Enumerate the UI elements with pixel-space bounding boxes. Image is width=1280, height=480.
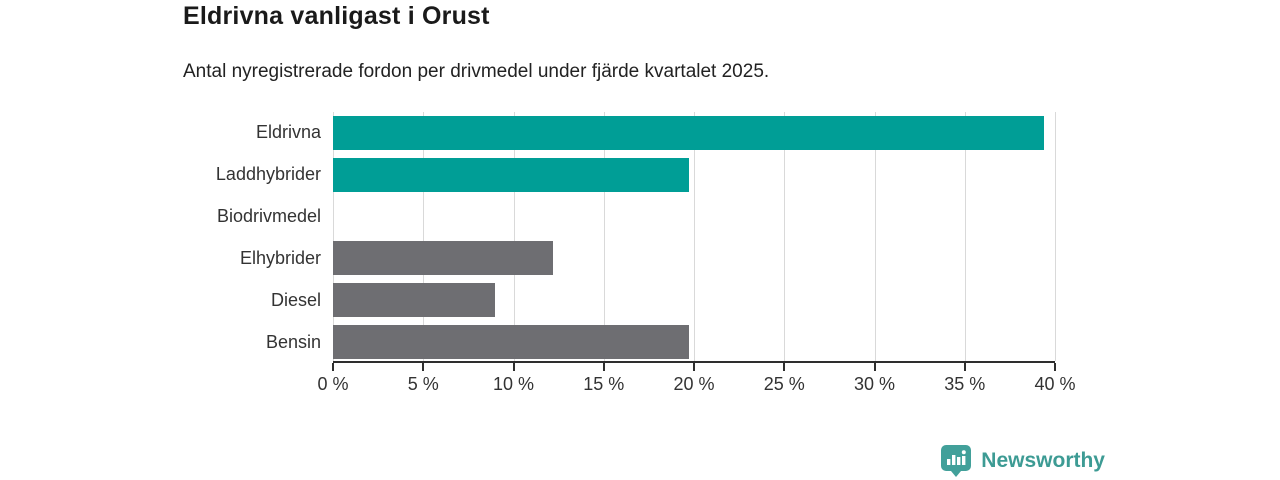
category-label-biodrivmedel: Biodrivmedel (216, 206, 321, 227)
x-axis-tick (512, 363, 515, 371)
gridline (964, 112, 966, 361)
x-axis-tick (693, 363, 695, 371)
x-tick-label: 30 % (853, 374, 896, 394)
chart-bar-bensin (333, 325, 689, 360)
gridline (784, 112, 786, 361)
bar-row (333, 279, 1055, 321)
category-label-bensin: Bensin (265, 331, 321, 352)
x-tick-label: 25 % (763, 374, 805, 394)
newsworthy-brand: Newsworthy (940, 444, 1105, 478)
x-tick-label: 20 % (673, 374, 715, 394)
gridline (1055, 112, 1056, 361)
chart-subtitle: Antal nyregistrerade fordon per drivmede… (183, 61, 770, 82)
bar-row (333, 112, 1055, 154)
x-axis-tick (602, 363, 605, 371)
x-tick-label: 15 % (583, 374, 625, 394)
x-axis-tick (873, 363, 876, 371)
x-tick-label: 5 % (407, 374, 439, 394)
chart-title: Eldrivna vanligast i Orust (183, 2, 490, 30)
category-label-laddhybrider: Laddhybrider (215, 164, 321, 185)
plot-area (333, 112, 1056, 363)
newsworthy-brand-text: Newsworthy (981, 449, 1105, 472)
bar-row (333, 321, 1055, 363)
x-axis-tick (963, 363, 966, 371)
gridline (603, 112, 605, 361)
x-tick-label: 10 % (492, 374, 535, 394)
category-label-eldrivna: Eldrivna (255, 122, 321, 143)
x-axis-tick (1054, 363, 1056, 371)
bar-row (333, 238, 1055, 280)
x-axis-tick (422, 363, 425, 371)
gridline (333, 112, 334, 361)
chart-bar-laddhybrider (333, 157, 689, 192)
chart-bar-eldrivna (333, 115, 1045, 150)
gridline (423, 112, 425, 361)
gridline (513, 112, 515, 361)
gridline (694, 112, 695, 361)
chart-bar-diesel (333, 283, 496, 318)
x-axis: 0 % 5 % 10 % 15 % 20 % 25 % 30 % 35 % 40 % (317, 363, 1076, 403)
y-axis-category-labels: Eldrivna Laddhybrider Biodrivmedel Elhybrid… (0, 112, 321, 363)
x-tick-label: 40 % (1034, 374, 1076, 394)
category-label-elhybrider: Elhybrider (239, 247, 321, 268)
bar-row (333, 154, 1055, 196)
newsworthy-logo-icon (940, 444, 972, 478)
category-label-diesel: Diesel (270, 289, 321, 310)
x-axis-tick (783, 363, 786, 371)
chart-bar-elhybrider (333, 241, 554, 276)
x-tick-label: 35 % (944, 374, 986, 394)
x-axis-tick (332, 363, 334, 371)
gridline (874, 112, 876, 361)
bar-row (333, 196, 1055, 238)
x-tick-label: 0 % (317, 374, 349, 394)
